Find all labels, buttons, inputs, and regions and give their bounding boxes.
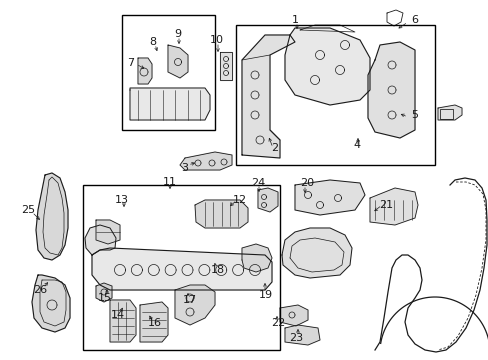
Text: 23: 23 [288, 333, 303, 343]
Text: 3: 3 [181, 163, 188, 173]
Polygon shape [220, 52, 231, 80]
Polygon shape [138, 58, 152, 84]
Bar [439, 109, 452, 119]
Polygon shape [294, 180, 364, 215]
Text: 18: 18 [210, 265, 224, 275]
Text: 26: 26 [33, 285, 47, 295]
Polygon shape [285, 325, 319, 345]
Polygon shape [96, 283, 112, 302]
Text: 20: 20 [299, 178, 313, 188]
Bar [83, 185, 280, 350]
Text: 5: 5 [411, 110, 418, 120]
Text: 11: 11 [163, 177, 177, 187]
Polygon shape [96, 220, 120, 244]
Polygon shape [92, 248, 271, 290]
Polygon shape [369, 188, 417, 225]
Text: 4: 4 [353, 140, 360, 150]
Text: 6: 6 [411, 15, 418, 25]
Text: 17: 17 [183, 295, 197, 305]
Polygon shape [85, 225, 116, 255]
Text: 7: 7 [127, 58, 134, 68]
Bar [236, 25, 434, 165]
Polygon shape [36, 173, 68, 260]
Polygon shape [285, 28, 369, 105]
Polygon shape [242, 35, 294, 158]
Text: 25: 25 [21, 205, 35, 215]
Text: 14: 14 [111, 310, 125, 320]
Text: 13: 13 [115, 195, 129, 205]
Text: 12: 12 [232, 195, 246, 205]
Polygon shape [280, 305, 307, 326]
Text: 2: 2 [271, 143, 278, 153]
Polygon shape [130, 88, 209, 120]
Text: 8: 8 [149, 37, 156, 47]
Polygon shape [168, 45, 187, 78]
Polygon shape [282, 228, 351, 278]
Polygon shape [32, 275, 70, 332]
Text: 22: 22 [270, 318, 285, 328]
Polygon shape [437, 105, 461, 120]
Text: 16: 16 [148, 318, 162, 328]
Polygon shape [175, 285, 215, 325]
Text: 24: 24 [250, 178, 264, 188]
Text: 1: 1 [291, 15, 298, 25]
Text: 21: 21 [378, 200, 392, 210]
Text: 15: 15 [98, 293, 112, 303]
Polygon shape [258, 188, 278, 212]
Text: 10: 10 [209, 35, 224, 45]
Polygon shape [367, 42, 414, 138]
Polygon shape [242, 244, 271, 272]
Polygon shape [140, 302, 168, 342]
Text: 19: 19 [259, 290, 272, 300]
Polygon shape [195, 200, 247, 228]
Bar [122, 15, 215, 130]
Polygon shape [110, 300, 136, 342]
Polygon shape [180, 152, 231, 170]
Text: 9: 9 [174, 29, 181, 39]
